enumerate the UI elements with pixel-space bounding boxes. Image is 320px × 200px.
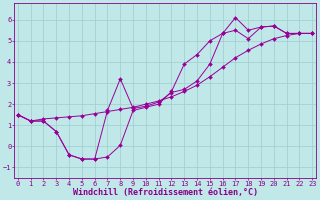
X-axis label: Windchill (Refroidissement éolien,°C): Windchill (Refroidissement éolien,°C) — [73, 188, 258, 197]
